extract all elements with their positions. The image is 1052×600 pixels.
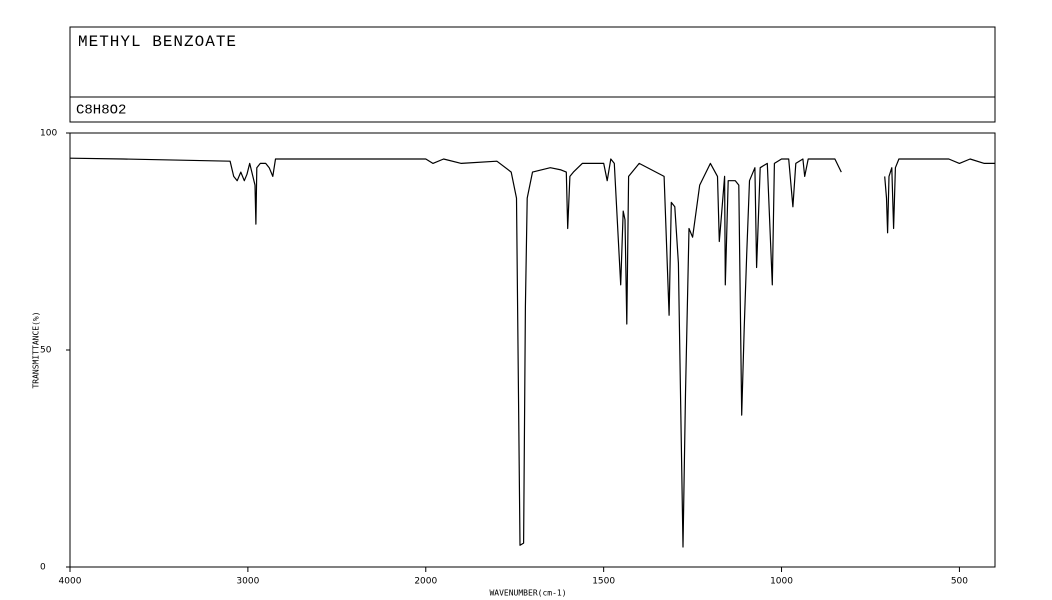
x-tick-label: 1500 (592, 577, 615, 587)
spectrum-line (69, 157, 995, 548)
formula: C8H8O2 (76, 103, 126, 119)
plot-frame (69, 132, 996, 568)
y-tick-label: 100 (40, 129, 57, 139)
x-axis-label: WAVENUMBER(cm-1) (489, 589, 566, 598)
x-tick-label: 500 (951, 577, 968, 587)
y-tick-label: 0 (40, 563, 46, 573)
x-tick-label: 4000 (59, 577, 82, 587)
chart-title: METHYL BENZOATE (78, 33, 237, 51)
x-tick-label: 1000 (770, 577, 793, 587)
x-tick-label: 2000 (414, 577, 437, 587)
formula-box (69, 96, 996, 123)
y-tick-label: 50 (40, 346, 52, 356)
y-axis-label: TRANSMITTANCE(%) (32, 311, 41, 388)
x-tick-label: 3000 (236, 577, 259, 587)
